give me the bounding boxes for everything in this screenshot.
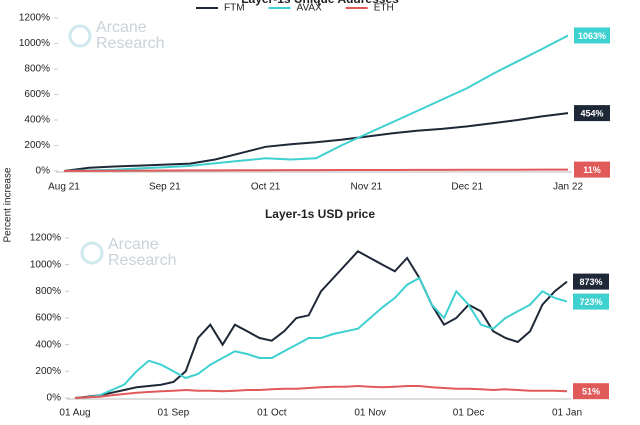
y-tick-label: 200% <box>35 366 61 377</box>
chart-title: Layer-1s USD price <box>265 207 375 221</box>
x-tick-label: 01 Aug <box>59 408 90 419</box>
end-label: 11% <box>583 165 601 175</box>
x-tick-label: Sep 21 <box>149 182 181 193</box>
y-tick-label: 600% <box>35 313 61 324</box>
end-label-box <box>573 383 609 400</box>
legend-label: FTM <box>224 3 245 14</box>
y-tick-label: 800% <box>24 64 50 75</box>
y-tick-label: 1000% <box>19 38 50 49</box>
y-tick-label: 200% <box>24 140 50 151</box>
end-label: 723% <box>579 297 602 307</box>
x-tick-label: 01 Sep <box>158 408 190 419</box>
x-tick-label: 01 Jan <box>552 408 582 419</box>
line-series <box>74 384 568 399</box>
y-tick-label: 1200% <box>19 13 50 24</box>
x-tick-label: Aug 21 <box>48 182 80 193</box>
line-series <box>63 168 568 172</box>
watermark-icon <box>68 24 92 48</box>
watermark: Research <box>96 35 164 52</box>
line-series <box>63 112 569 172</box>
x-tick-label: 01 Nov <box>354 408 386 419</box>
x-tick-label: 01 Dec <box>453 408 485 419</box>
end-label: 873% <box>579 277 602 287</box>
chart-title: Layer-1s Unique Addresses <box>241 0 399 6</box>
y-tick-label: 0% <box>47 393 62 404</box>
end-label-box <box>573 293 609 310</box>
x-tick-label: Dec 21 <box>451 182 483 193</box>
line-series <box>74 276 568 399</box>
y-tick-label: 400% <box>24 115 50 126</box>
y-tick-label: 800% <box>35 286 61 297</box>
y-tick-label: 0% <box>36 166 51 177</box>
x-tick-label: Oct 21 <box>251 182 281 193</box>
watermark: Arcane <box>96 19 147 36</box>
end-label: 51% <box>582 387 600 397</box>
y-tick-label: 1200% <box>30 233 61 244</box>
end-label-box <box>573 273 609 290</box>
y-tick-label: 400% <box>35 339 61 350</box>
x-tick-label: Nov 21 <box>351 182 383 193</box>
y-tick-label: 600% <box>24 89 50 100</box>
watermark: Research <box>108 252 176 269</box>
end-label-box <box>574 27 610 44</box>
legend-label: AVAX <box>297 3 323 14</box>
end-label-box <box>574 161 610 178</box>
x-tick-label: 01 Oct <box>257 408 287 419</box>
y-tick-label: 1000% <box>30 259 61 270</box>
watermark: Arcane <box>108 236 159 253</box>
watermark-icon <box>80 241 104 265</box>
line-series <box>63 34 569 172</box>
legend-label: ETH <box>374 3 394 14</box>
end-label: 454% <box>580 108 603 118</box>
end-label-box <box>574 105 610 122</box>
line-series <box>74 250 568 399</box>
end-label: 1063% <box>578 31 606 41</box>
x-tick-label: Jan 22 <box>553 182 583 193</box>
y-axis-label: Percent increase <box>3 167 14 242</box>
